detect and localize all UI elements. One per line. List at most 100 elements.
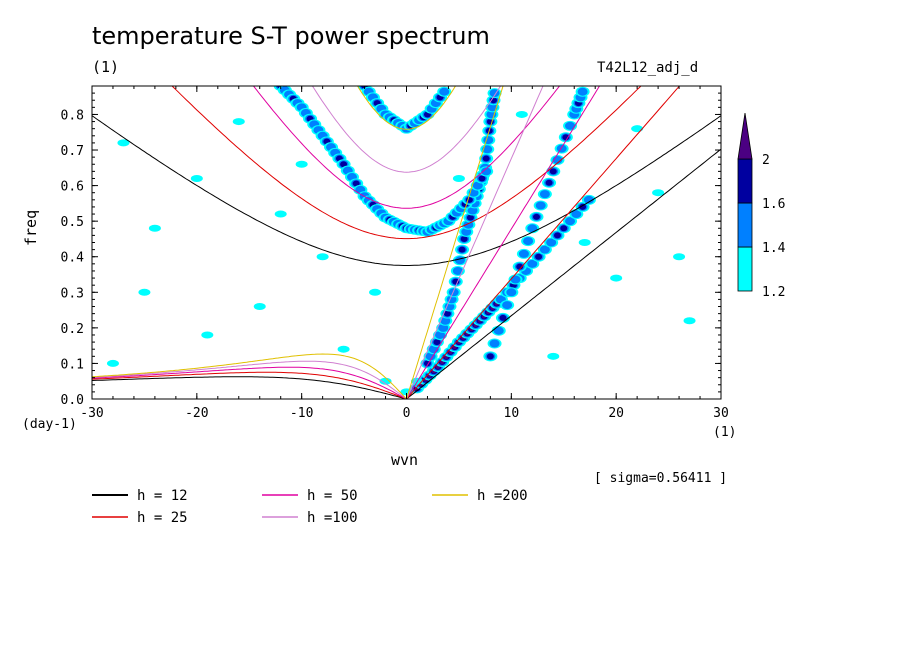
- power-patch: [487, 103, 498, 112]
- power-patch: [553, 232, 561, 239]
- kelvin-curve: [406, 86, 544, 399]
- power-patch: [560, 225, 568, 232]
- power-patch: [535, 201, 546, 210]
- power-patch: [295, 160, 308, 168]
- x-tick-label: 0: [403, 406, 411, 421]
- power-patch: [579, 203, 587, 210]
- power-patch: [539, 245, 550, 254]
- gravity-curve: [356, 86, 457, 130]
- power-patch: [460, 235, 468, 242]
- y-tick-label: 0.3: [61, 286, 84, 301]
- colorbar-label: 1.4: [762, 241, 786, 256]
- power-patch: [486, 353, 494, 360]
- power-patch: [683, 317, 696, 325]
- power-patch: [253, 303, 266, 311]
- power-patch: [518, 249, 529, 258]
- power-patch: [482, 145, 493, 154]
- y-tick-label: 0.6: [61, 180, 84, 195]
- rossby-curve: [92, 360, 407, 399]
- power-patch: [466, 214, 474, 221]
- power-patch: [369, 288, 382, 296]
- legend-label: h = 25: [137, 510, 188, 526]
- power-patch: [454, 256, 465, 265]
- power-patch: [565, 121, 576, 130]
- colorbar-label: 2: [762, 153, 770, 168]
- y-tick-label: 0.5: [61, 215, 84, 230]
- y-tick-label: 0.4: [61, 251, 85, 266]
- legend-label: h =200: [477, 488, 528, 504]
- kelvin-curve: [406, 148, 721, 399]
- power-patch: [201, 331, 214, 339]
- power-patch: [506, 288, 517, 297]
- power-patch: [433, 339, 441, 346]
- x-tick-label: 10: [504, 406, 520, 421]
- sigma-label: [ sigma=0.56411 ]: [594, 471, 728, 486]
- colorbar-label: 1.6: [762, 197, 785, 212]
- kelvin-curve: [406, 86, 504, 399]
- power-patch: [545, 179, 553, 186]
- axes: -30 -20 -10 0 10 20 30 0.0 0.1 0.2 0.3 0.4 0.5 0.6 0.7…: [61, 85, 729, 421]
- kelvin-curve: [406, 86, 681, 399]
- rossby-curve: [92, 366, 407, 399]
- gravity-curve: [311, 86, 502, 173]
- y-tick-label: 0.7: [61, 144, 84, 159]
- power-patch: [499, 314, 507, 321]
- power-patch: [274, 210, 287, 218]
- gravity-curve: [171, 86, 642, 240]
- power-patch: [117, 139, 130, 147]
- y-tick-label: 0.1: [61, 357, 84, 372]
- power-patch: [481, 167, 492, 176]
- power-patch: [577, 87, 588, 96]
- power-patch: [502, 301, 513, 310]
- power-patch: [631, 125, 644, 133]
- power-patch: [438, 323, 449, 332]
- legend-label: h = 12: [137, 488, 188, 504]
- colorbar-arrow: [737, 112, 753, 160]
- dispersion-curves: [92, 86, 721, 399]
- chart-title: temperature S-T power spectrum: [92, 22, 490, 50]
- power-patch: [532, 213, 540, 220]
- power-patch: [232, 118, 245, 126]
- power-patch: [523, 237, 534, 246]
- rossby-curve: [92, 376, 407, 399]
- y-unit-label: (day-1): [22, 417, 77, 432]
- rossby-curve: [92, 371, 407, 399]
- power-patch: [435, 330, 446, 339]
- x-unit-label: (1): [713, 425, 737, 440]
- y-tick-label: 0.2: [61, 322, 84, 337]
- power-patch: [443, 310, 451, 317]
- gravity-curve: [92, 115, 721, 266]
- power-patch: [652, 189, 665, 197]
- power-patch: [565, 217, 576, 226]
- run-name: T42L12_adj_d: [597, 60, 699, 76]
- power-patch: [452, 174, 465, 182]
- rossby-curve: [92, 353, 407, 399]
- title-unit: (1): [92, 58, 120, 76]
- colorbar-segment: [737, 246, 753, 292]
- x-tick-label: 20: [608, 406, 624, 421]
- power-patch: [527, 224, 538, 233]
- kelvin-curve: [406, 86, 601, 399]
- power-patch: [337, 345, 350, 353]
- x-tick-label: -20: [185, 406, 208, 421]
- power-patch: [483, 136, 494, 145]
- power-patch: [190, 174, 203, 182]
- gravity-curve: [252, 86, 561, 209]
- power-patch: [448, 288, 459, 297]
- x-axis-label: wvn: [391, 451, 419, 469]
- power-patch: [489, 339, 500, 348]
- power-patch: [467, 206, 478, 215]
- power-patch: [340, 161, 348, 168]
- power-patch: [461, 227, 472, 236]
- power-patch: [571, 210, 582, 219]
- power-patch: [527, 259, 538, 268]
- power-patch: [482, 155, 490, 162]
- power-patch: [556, 144, 567, 153]
- power-patch: [106, 359, 119, 367]
- power-patch: [535, 253, 543, 260]
- power-patch: [425, 352, 436, 361]
- legend-label: h =100: [307, 510, 358, 526]
- power-patch: [493, 326, 504, 335]
- power-patch: [472, 181, 483, 190]
